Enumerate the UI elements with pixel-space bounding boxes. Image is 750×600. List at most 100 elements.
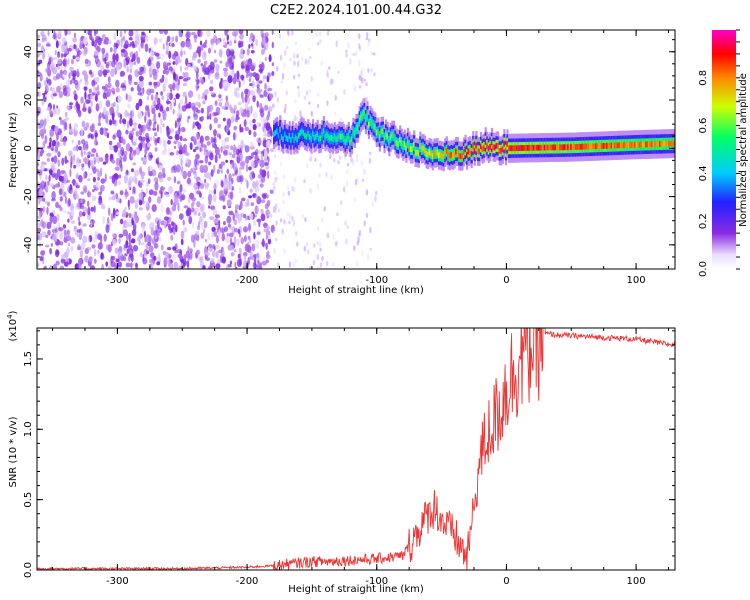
spectrogram-cell — [52, 209, 56, 215]
spectrogram-cell — [165, 50, 169, 55]
spectrogram-cell — [239, 107, 244, 114]
spectrogram-cell — [193, 239, 196, 248]
spectrogram-ridge-cell — [525, 145, 528, 151]
spectrogram-cell — [63, 53, 67, 58]
spectrogram-cell — [37, 150, 41, 160]
spectrogram-cell — [118, 237, 121, 244]
spectrogram-cell — [266, 131, 271, 138]
spectrogram-cell — [318, 173, 321, 178]
spectrogram-cell — [273, 230, 276, 235]
spectrogram-cell — [111, 195, 116, 201]
spectrogram-cell — [58, 142, 64, 147]
spectrogram-cell — [132, 238, 136, 244]
spectrogram-cell — [265, 122, 271, 131]
spectrogram-cell — [236, 156, 241, 164]
spectrogram-cell — [150, 252, 155, 259]
spectrogram-cell — [179, 99, 184, 105]
spectrogram-cell — [335, 40, 338, 48]
spectrogram-cell — [175, 266, 180, 269]
spectrogram-cell — [271, 71, 275, 76]
spectrogram-cell — [105, 115, 109, 124]
spectrogram-cell — [112, 53, 116, 62]
spectrogram-cell — [354, 178, 358, 186]
spectrogram-cell — [120, 49, 126, 53]
spectrogram-cell — [95, 168, 100, 173]
spectrogram-cell — [233, 125, 237, 131]
spectrogram-cell — [197, 30, 201, 37]
spectrogram-ridge-cell — [562, 144, 565, 151]
spectrogram-cell — [329, 153, 332, 160]
spectrogram-cell — [192, 136, 197, 141]
spectrogram-cell — [361, 77, 364, 84]
spectrogram-ridge-cell — [352, 129, 355, 136]
spectrogram-cell — [61, 187, 64, 197]
spectrogram-cell — [207, 246, 211, 253]
spectrogram-cell — [210, 38, 215, 46]
spectrogram-cell — [292, 262, 296, 268]
spectrogram-cell — [170, 166, 175, 174]
spectrogram-cell — [153, 255, 157, 261]
spectrogram-cell — [42, 197, 46, 202]
spectrogram-cell — [165, 76, 168, 85]
spectrogram-cell — [245, 215, 249, 221]
spectrogram-cell — [168, 185, 174, 195]
spectrogram-cell — [131, 168, 134, 173]
spectrogram-cell — [229, 260, 232, 265]
spectrogram-cell — [80, 127, 84, 137]
spectrogram-cell — [259, 94, 264, 98]
spectrogram-cell — [129, 68, 132, 74]
spectrogram-ridge-cell — [327, 134, 330, 141]
spectrogram-cell — [180, 259, 185, 263]
spectrogram-ridge-cell — [610, 142, 613, 149]
spectrogram-cell — [225, 95, 228, 102]
spectrogram-cell — [248, 35, 253, 43]
spectrogram-cell — [125, 244, 129, 249]
spectrogram-cell — [58, 188, 63, 196]
spectrogram-cell — [120, 114, 123, 120]
spectrogram-cell — [83, 150, 86, 156]
spectrogram-cell — [71, 155, 76, 165]
spectrogram-cell — [243, 119, 247, 127]
spectrogram-cell — [124, 206, 127, 211]
spectrogram-cell — [79, 205, 85, 210]
spectrogram-cell — [96, 141, 98, 146]
spectrogram-cell — [212, 244, 216, 249]
spectrogram-cell — [127, 180, 132, 190]
spectrogram-cell — [222, 37, 226, 46]
spectrogram-cell — [204, 39, 208, 45]
spectrogram-cell — [110, 260, 116, 268]
spectrogram-ridge-cell — [520, 145, 523, 151]
spectrogram-cell — [200, 232, 205, 239]
spectrogram-cell — [48, 141, 52, 148]
spectrogram-cell — [259, 108, 264, 114]
spectrogram-cell — [56, 53, 61, 59]
spectrogram-cell — [274, 148, 277, 152]
spectrogram-cell — [194, 101, 200, 106]
spectrogram-ridge-cell — [388, 138, 391, 145]
spectrogram-cell — [205, 182, 208, 186]
spectrogram-cell — [72, 37, 77, 43]
spectrogram-cell — [199, 160, 204, 164]
spectrogram-cell — [82, 223, 87, 227]
spectrogram-cell — [115, 193, 119, 199]
spectrogram-cell — [196, 123, 202, 130]
spectrogram-cell — [363, 168, 366, 176]
spectrogram-cell — [374, 195, 377, 202]
spectrogram-cell — [287, 30, 290, 37]
spectrogram-cell — [142, 125, 145, 135]
spectrogram-cell — [260, 213, 266, 222]
spectrogram-cell — [68, 197, 71, 207]
spectrogram-ridge-cell — [305, 133, 308, 140]
snr-xlabel: Height of straight line (km) — [288, 584, 424, 595]
spectrogram-cell — [234, 104, 237, 111]
spectrogram-cell — [138, 123, 142, 129]
spectrogram-cell — [246, 47, 250, 56]
spectrogram-cell — [112, 207, 116, 216]
spectrogram-cell — [58, 227, 62, 232]
spectrogram-cell — [116, 103, 120, 111]
spectrogram-cell — [249, 171, 254, 181]
spectrogram-cell — [307, 58, 310, 65]
spectrogram-cell — [85, 122, 90, 129]
spectrogram-cell — [94, 95, 97, 101]
